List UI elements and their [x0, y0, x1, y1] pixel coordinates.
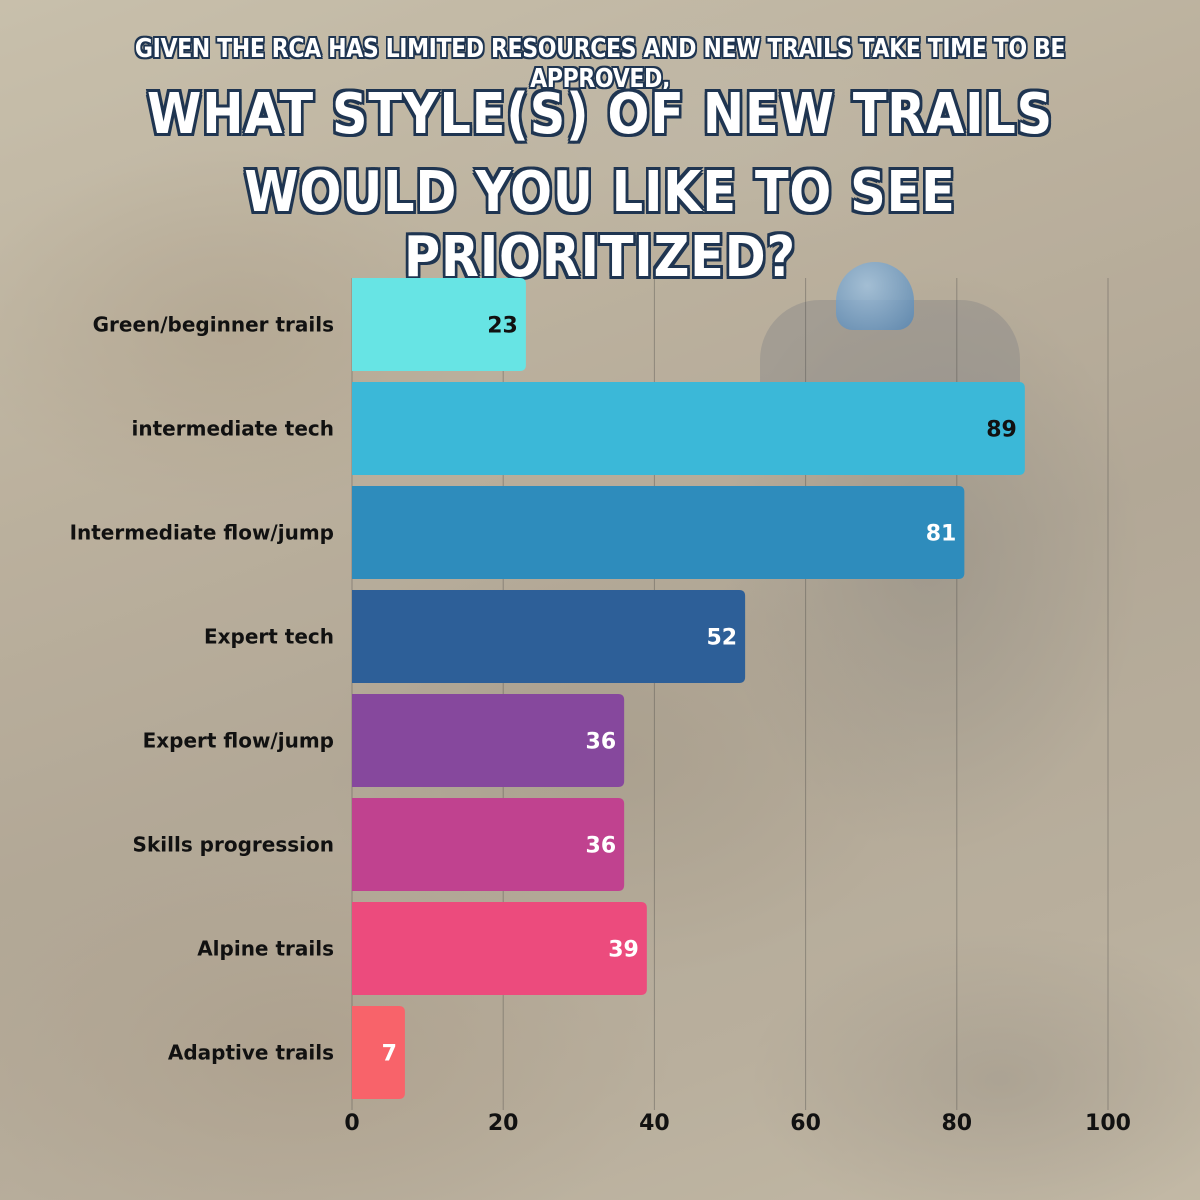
- x-axis-ticks: 0 20 40 60 80 100: [344, 1111, 1131, 1136]
- value-label: 7: [382, 1042, 397, 1067]
- bar: [352, 382, 1025, 475]
- category-label: Skills progression: [133, 833, 334, 857]
- chart-title-question: Given the RCA has limited resources and …: [134, 34, 1066, 94]
- rider-helmet: [836, 262, 914, 330]
- category-label: Alpine trails: [197, 937, 334, 961]
- x-tick-label: 40: [639, 1111, 670, 1136]
- value-label: 89: [986, 418, 1017, 443]
- value-label: 81: [926, 522, 957, 547]
- value-label: 39: [608, 938, 639, 963]
- bar: [352, 590, 746, 683]
- chart-labels: Green/beginner trails 23 intermediate tech…: [70, 313, 1017, 1067]
- category-label: intermediate tech: [132, 417, 334, 441]
- value-label: 23: [487, 314, 518, 339]
- x-tick-label: 80: [941, 1111, 972, 1136]
- bar: [352, 902, 647, 995]
- category-label: Green/beginner trails: [93, 313, 334, 337]
- bar: [352, 278, 526, 371]
- value-label: 36: [586, 834, 617, 859]
- bar: [352, 694, 625, 787]
- bar: [352, 798, 625, 891]
- value-label: 36: [586, 730, 617, 755]
- chart-bars: [352, 278, 1025, 1099]
- value-label: 52: [706, 626, 737, 651]
- category-label: Intermediate flow/jump: [70, 521, 334, 545]
- category-label: Adaptive trails: [168, 1041, 334, 1065]
- x-tick-label: 0: [344, 1111, 359, 1136]
- x-tick-label: 20: [488, 1111, 519, 1136]
- category-label: Expert flow/jump: [143, 729, 334, 753]
- x-tick-label: 60: [790, 1111, 821, 1136]
- x-tick-label: 100: [1085, 1111, 1131, 1136]
- bar: [352, 486, 965, 579]
- bar: [352, 1006, 405, 1099]
- category-label: Expert tech: [204, 625, 334, 649]
- chart-title-line-2: would you like to see prioritized?: [244, 160, 956, 290]
- chart-title-line-1: What style(s) of new trails: [146, 82, 1054, 147]
